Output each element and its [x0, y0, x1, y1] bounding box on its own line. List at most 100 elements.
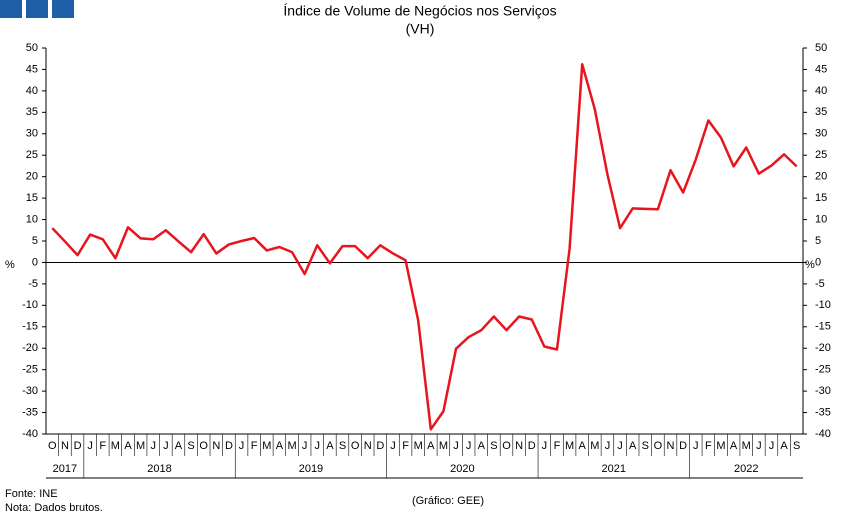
source: Fonte: INE: [5, 488, 58, 500]
x-tick-label: O: [199, 440, 208, 452]
y2-tick-label: -5: [815, 278, 825, 290]
y-axis-label: %: [5, 259, 15, 271]
x-tick-label: J: [239, 440, 245, 452]
y-tick-label: -10: [22, 299, 38, 311]
y2-tick-label: -30: [815, 385, 831, 397]
x-tick-label: S: [793, 440, 800, 452]
x-tick-label: J: [756, 440, 762, 452]
y-tick-label: -25: [22, 364, 38, 376]
y2-tick-label: 50: [815, 42, 827, 54]
x-tick-label: J: [693, 440, 699, 452]
x-tick-label: D: [528, 440, 536, 452]
chart-subtitle: (VH): [406, 21, 435, 37]
x-tick-label: A: [478, 440, 486, 452]
x-tick-label: A: [629, 440, 637, 452]
year-label: 2019: [299, 463, 323, 475]
y-tick-label: -5: [28, 278, 38, 290]
y-tick-label: 20: [26, 171, 38, 183]
series-line: [51, 63, 798, 431]
year-label: 2021: [602, 463, 626, 475]
y2-tick-label: 35: [815, 106, 827, 118]
x-tick-label: A: [427, 440, 435, 452]
y2-tick-label: -10: [815, 299, 831, 311]
x-tick-label: A: [175, 440, 183, 452]
x-tick-label: F: [705, 440, 712, 452]
logo-block: [26, 0, 48, 18]
x-tick-label: O: [48, 440, 57, 452]
x-tick-label: D: [225, 440, 233, 452]
y-tick-label: 35: [26, 106, 38, 118]
x-tick-label: O: [351, 440, 360, 452]
chart-title: Índice de Volume de Negócios nos Serviço…: [283, 3, 556, 19]
x-tick-label: F: [99, 440, 106, 452]
y-tick-label: -20: [22, 342, 38, 354]
x-tick-label: F: [402, 440, 409, 452]
x-tick-label: M: [439, 440, 448, 452]
y-tick-label: -15: [22, 321, 38, 333]
x-tick-label: J: [150, 440, 156, 452]
x-tick-label: J: [163, 440, 169, 452]
x-tick-label: A: [276, 440, 284, 452]
x-tick-label: A: [326, 440, 334, 452]
x-tick-label: D: [679, 440, 687, 452]
y-tick-label: -40: [22, 428, 38, 440]
x-tick-label: D: [74, 440, 82, 452]
credit: (Gráfico: GEE): [412, 495, 484, 507]
y-tick-label: 50: [26, 42, 38, 54]
x-tick-label: A: [780, 440, 788, 452]
x-tick-label: F: [554, 440, 561, 452]
x-tick-label: J: [769, 440, 775, 452]
x-tick-label: M: [111, 440, 120, 452]
year-label: 2022: [734, 463, 758, 475]
y2-axis-label: %: [805, 259, 815, 271]
x-tick-label: J: [617, 440, 623, 452]
y2-tick-label: 10: [815, 213, 827, 225]
x-tick-label: N: [212, 440, 220, 452]
y-tick-label: -30: [22, 385, 38, 397]
x-tick-label: J: [605, 440, 611, 452]
x-tick-label: J: [302, 440, 308, 452]
y-tick-label: 5: [32, 235, 38, 247]
logo-block: [52, 0, 74, 18]
y-tick-label: 45: [26, 63, 38, 75]
y2-tick-label: -15: [815, 321, 831, 333]
y-tick-label: 0: [32, 256, 38, 268]
y2-tick-label: 30: [815, 128, 827, 140]
y2-tick-label: 15: [815, 192, 827, 204]
x-tick-label: A: [579, 440, 587, 452]
y2-tick-label: 40: [815, 85, 827, 97]
x-tick-label: S: [339, 440, 346, 452]
x-tick-label: A: [124, 440, 132, 452]
year-label: 2020: [450, 463, 474, 475]
x-tick-label: J: [466, 440, 472, 452]
x-tick-label: J: [453, 440, 459, 452]
x-tick-label: N: [364, 440, 372, 452]
x-tick-label: M: [742, 440, 751, 452]
x-tick-label: M: [414, 440, 423, 452]
x-tick-label: J: [315, 440, 321, 452]
year-label: 2018: [147, 463, 171, 475]
x-tick-label: M: [262, 440, 271, 452]
y-tick-label: -35: [22, 406, 38, 418]
year-label: 2017: [53, 463, 77, 475]
y2-tick-label: 20: [815, 171, 827, 183]
x-tick-label: N: [515, 440, 523, 452]
y2-tick-label: -25: [815, 364, 831, 376]
y2-tick-label: -20: [815, 342, 831, 354]
x-tick-label: M: [590, 440, 599, 452]
x-tick-label: S: [490, 440, 497, 452]
x-tick-label: J: [87, 440, 93, 452]
x-tick-label: N: [61, 440, 69, 452]
y2-tick-label: 45: [815, 63, 827, 75]
y-tick-label: 30: [26, 128, 38, 140]
y2-tick-label: 25: [815, 149, 827, 161]
x-tick-label: D: [376, 440, 384, 452]
x-tick-label: O: [654, 440, 663, 452]
x-tick-label: O: [502, 440, 511, 452]
x-tick-label: M: [565, 440, 574, 452]
x-tick-label: M: [716, 440, 725, 452]
y-tick-label: 40: [26, 85, 38, 97]
y-tick-label: 15: [26, 192, 38, 204]
x-tick-label: M: [136, 440, 145, 452]
